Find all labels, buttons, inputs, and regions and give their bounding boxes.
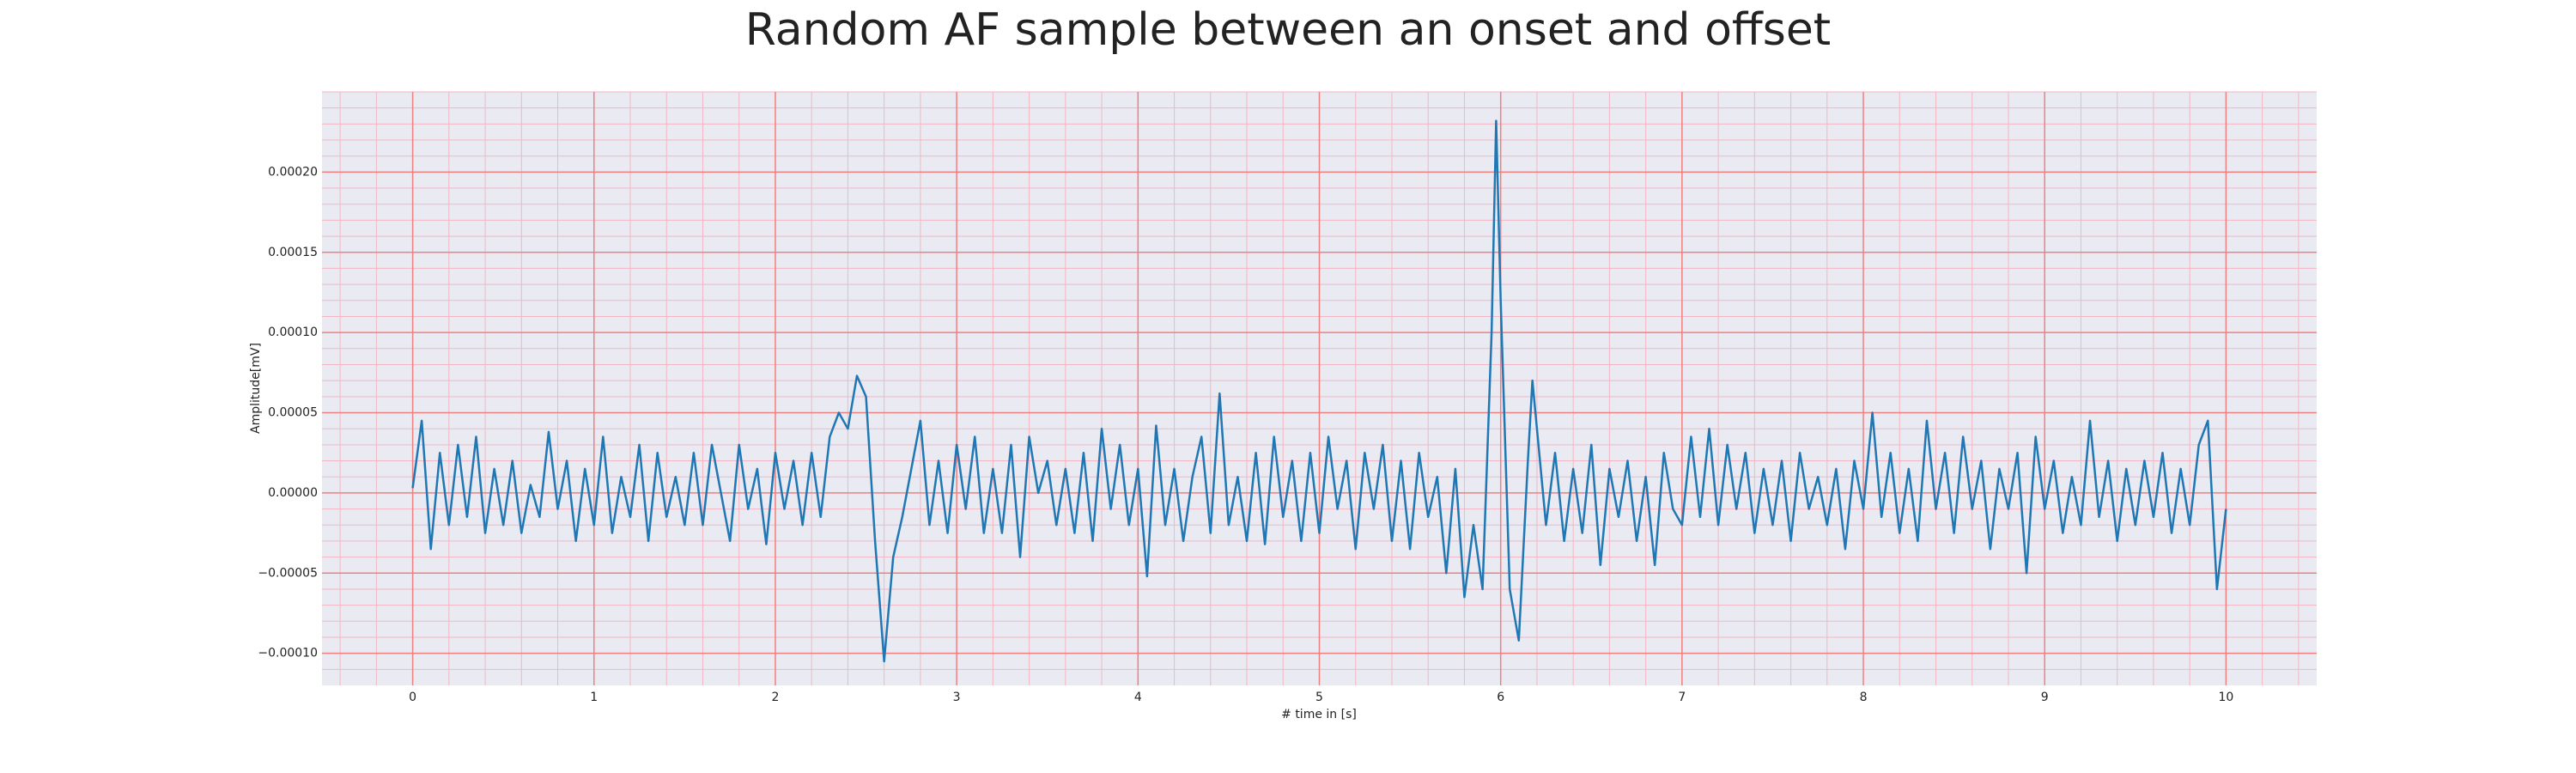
y-tick-label: 0.00020 (268, 165, 318, 179)
x-tick-label: 6 (1497, 691, 1504, 704)
x-axis-label: # time in [s] (1281, 708, 1357, 721)
x-tick-label: 5 (1315, 691, 1323, 704)
x-tick-label: 9 (2041, 691, 2049, 704)
chart-title: Random AF sample between an onset and of… (745, 4, 1831, 56)
x-tick-label: 4 (1134, 691, 1142, 704)
x-tick-label: 2 (771, 691, 779, 704)
x-tick-label: 3 (953, 691, 961, 704)
x-tick-label: 0 (409, 691, 416, 704)
y-tick-label: −0.00005 (258, 566, 318, 580)
x-tick-label: 1 (590, 691, 598, 704)
y-tick-label: 0.00010 (268, 326, 318, 339)
y-tick-label: −0.00010 (258, 647, 318, 660)
x-tick-label: 10 (2218, 691, 2233, 704)
x-tick-label: 7 (1678, 691, 1686, 704)
y-axis-label: Amplitude[mV] (249, 343, 263, 434)
y-tick-label: 0.00005 (268, 406, 318, 420)
x-tick-label: 8 (1860, 691, 1868, 704)
y-tick-label: 0.00000 (268, 486, 318, 500)
y-tick-label: 0.00015 (268, 246, 318, 259)
data-line (411, 119, 2227, 663)
